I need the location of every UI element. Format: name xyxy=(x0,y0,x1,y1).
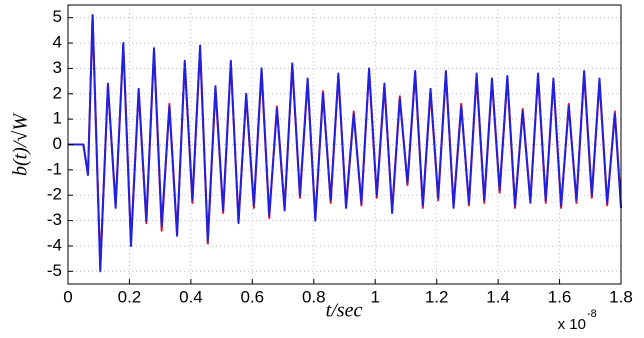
series-line xyxy=(68,14,622,273)
y-tick-label: 5 xyxy=(53,7,62,26)
x-tick-label: 1 xyxy=(370,287,379,306)
y-tick-label: 2 xyxy=(53,83,62,102)
y-tick-label: -2 xyxy=(47,185,62,204)
grid xyxy=(67,5,622,284)
y-tick-label: -4 xyxy=(47,235,62,254)
x-tick-label: 1.4 xyxy=(486,287,510,306)
x-tick-label: 0 xyxy=(63,287,72,306)
series-line xyxy=(68,14,622,268)
x-tick-label: 1.6 xyxy=(548,287,572,306)
y-axis-label: b(t)/√W xyxy=(10,112,32,176)
x-tick-label: 0.2 xyxy=(118,287,142,306)
x-tick-label: 0.8 xyxy=(302,287,326,306)
x-tick-label: 0.4 xyxy=(179,287,203,306)
x-tick-label: 1.8 xyxy=(609,287,633,306)
y-tick-label: -5 xyxy=(47,261,62,280)
y-tick-label: 4 xyxy=(53,33,62,52)
x-tick-label: 1.2 xyxy=(425,287,449,306)
y-tick-label: -1 xyxy=(47,159,62,178)
y-tick-label: 3 xyxy=(53,58,62,77)
y-tick-label: -3 xyxy=(47,210,62,229)
x-multiplier-exponent: -8 xyxy=(587,308,597,320)
x-axis-label: t/sec xyxy=(326,300,363,322)
plot-lines xyxy=(68,14,622,273)
x-tick-label: 0.6 xyxy=(241,287,265,306)
x-multiplier-base: x 10 xyxy=(558,316,586,333)
y-tick-label: 0 xyxy=(53,134,62,153)
y-tick-label: 1 xyxy=(53,109,62,128)
